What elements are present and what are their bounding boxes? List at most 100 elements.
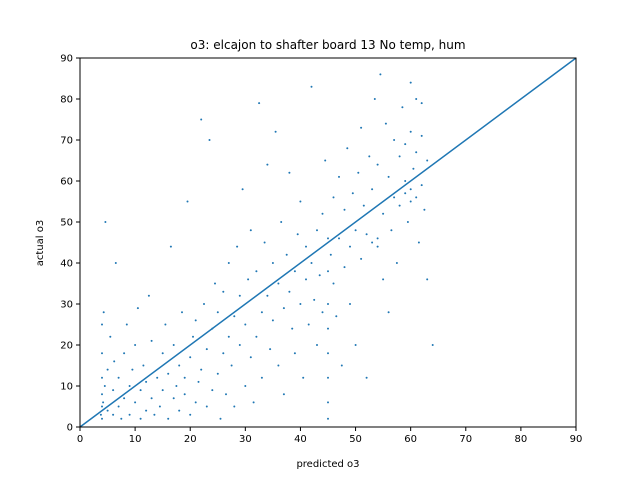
data-point [393,196,396,199]
x-tick-label: 20 [184,434,197,445]
data-point [101,352,103,355]
data-point [216,372,219,375]
data-point [172,397,175,400]
data-point [346,147,349,150]
data-point [288,290,291,293]
data-point [103,385,106,387]
data-point [200,368,203,371]
y-tick-label: 50 [60,218,73,229]
data-point [321,311,324,314]
data-point [189,413,192,416]
data-point [274,130,277,133]
data-point [266,294,269,297]
data-point [395,262,398,264]
data-point [387,175,390,178]
data-point [327,401,329,404]
x-tick-label: 80 [515,434,528,445]
data-point [101,323,103,326]
data-point [102,401,105,404]
data-point [277,364,280,367]
data-point [101,405,103,408]
data-point [194,401,197,404]
y-tick-label: 80 [60,95,73,106]
data-point [147,294,150,297]
data-point [360,126,363,129]
data-point [382,212,385,215]
data-point [376,163,379,166]
data-point [150,339,153,342]
data-point [354,229,357,232]
data-point [222,352,225,355]
y-tick-label: 10 [60,382,73,393]
data-point [384,122,387,125]
data-point [238,344,241,346]
data-point [313,298,316,301]
data-point [368,155,371,158]
data-point [230,364,233,367]
data-point [316,344,318,346]
data-point [145,409,148,412]
y-tick-label: 90 [60,54,73,65]
data-point [365,376,368,379]
data-point [271,319,274,322]
data-point [158,405,161,408]
data-point [200,118,203,121]
data-point [376,237,379,240]
data-point [109,335,112,338]
data-point [282,393,285,396]
data-point [269,348,272,351]
data-point [299,303,302,305]
data-point [139,389,142,392]
data-point [277,282,280,285]
data-point [415,196,418,199]
data-point [349,303,351,305]
data-point [106,368,109,371]
data-point [362,204,365,207]
y-axis-ticks: 0 10 20 30 40 50 60 70 80 90 [60,54,80,434]
data-point [145,380,148,383]
data-point [203,303,205,305]
data-point [409,200,412,203]
data-point [296,233,299,236]
data-point [360,257,363,260]
data-point [128,413,131,416]
data-point [285,253,288,256]
data-point [318,274,321,277]
data-point [161,389,164,392]
data-point [293,352,296,355]
data-point [327,303,329,305]
data-point [332,196,335,199]
data-point [247,278,250,281]
data-point [156,376,159,379]
data-point [161,352,164,355]
data-point [208,139,211,141]
data-point [172,344,175,346]
data-point [244,385,247,387]
data-point [139,417,142,420]
data-point [169,245,172,248]
y-tick-label: 40 [60,259,73,270]
data-point [327,237,329,240]
data-point [153,413,156,416]
data-point [343,208,346,211]
data-point [329,253,332,256]
data-point [302,376,305,379]
data-point [327,352,329,355]
data-point [227,335,230,338]
data-point [426,278,429,281]
data-point [252,401,255,404]
data-point [167,372,170,375]
data-point [249,229,252,232]
data-point [282,307,285,310]
data-point [244,323,247,326]
data-point [376,245,379,248]
data-point [351,192,354,195]
data-point [354,344,357,346]
data-point [291,327,294,330]
data-point [263,241,266,244]
data-point [373,98,376,100]
data-point [238,294,241,297]
data-point [338,237,340,240]
data-point [387,311,390,314]
